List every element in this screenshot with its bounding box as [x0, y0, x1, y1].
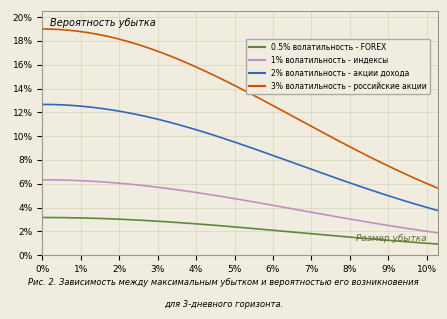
Line: 3% волатильность - российские акции: 3% волатильность - российские акции — [42, 29, 438, 188]
3% волатильность - российские акции — [334, 138, 339, 142]
2% волатильность - акции дохода — [40, 102, 45, 106]
0.5% волатильность - FOREX — [183, 221, 189, 225]
0.5% волатильность - FOREX — [88, 216, 93, 220]
1% волатильность - индексы — [435, 231, 441, 235]
Line: 0.5% волатильность - FOREX: 0.5% волатильность - FOREX — [42, 218, 438, 244]
2% волатильность - акции дохода — [270, 153, 275, 157]
Text: Размер убытка: Размер убытка — [355, 234, 426, 243]
1% волатильность - индексы — [334, 215, 339, 219]
1% волатильность - индексы — [183, 189, 189, 193]
2% волатильность - акции дохода — [334, 176, 339, 180]
1% волатильность - индексы — [40, 178, 45, 182]
3% волатильность - российские акции — [40, 27, 45, 31]
0.5% волатильность - FOREX — [435, 242, 441, 246]
Text: для 3-дневного горизонта.: для 3-дневного горизонта. — [164, 300, 283, 309]
3% волатильность - российские акции — [183, 61, 189, 64]
1% волатильность - индексы — [98, 180, 103, 184]
0.5% волатильность - FOREX — [40, 216, 45, 219]
0.5% волатильность - FOREX — [270, 228, 275, 232]
3% волатильность - российские акции — [88, 31, 93, 35]
0.5% волатильность - FOREX — [242, 226, 247, 230]
3% волатильность - российские акции — [242, 89, 247, 93]
Line: 1% волатильность - индексы: 1% волатильность - индексы — [42, 180, 438, 233]
2% волатильность - акции дохода — [435, 209, 441, 212]
1% волатильность - индексы — [270, 203, 275, 207]
Line: 2% волатильность - акции дохода: 2% волатильность - акции дохода — [42, 104, 438, 211]
0.5% волатильность - FOREX — [334, 234, 339, 238]
3% волатильность - российские акции — [270, 103, 275, 107]
1% волатильность - индексы — [88, 179, 93, 183]
2% волатильность - акции дохода — [98, 107, 103, 110]
2% волатильность - акции дохода — [183, 125, 189, 129]
3% волатильность - российские акции — [435, 186, 441, 190]
Legend: 0.5% волатильность - FOREX, 1% волатильность - индексы, 2% волатильность - акции: 0.5% волатильность - FOREX, 1% волатильн… — [245, 39, 430, 94]
Text: Рис. 2. Зависимость между максимальным убытком и вероятностью его возникновения: Рис. 2. Зависимость между максимальным у… — [28, 278, 419, 287]
3% волатильность - российские акции — [98, 33, 103, 37]
2% волатильность - акции дохода — [88, 105, 93, 109]
0.5% волатильность - FOREX — [98, 217, 103, 220]
Text: Вероятность убытка: Вероятность убытка — [51, 19, 156, 28]
1% волатильность - индексы — [242, 198, 247, 202]
2% волатильность - акции дохода — [242, 144, 247, 147]
